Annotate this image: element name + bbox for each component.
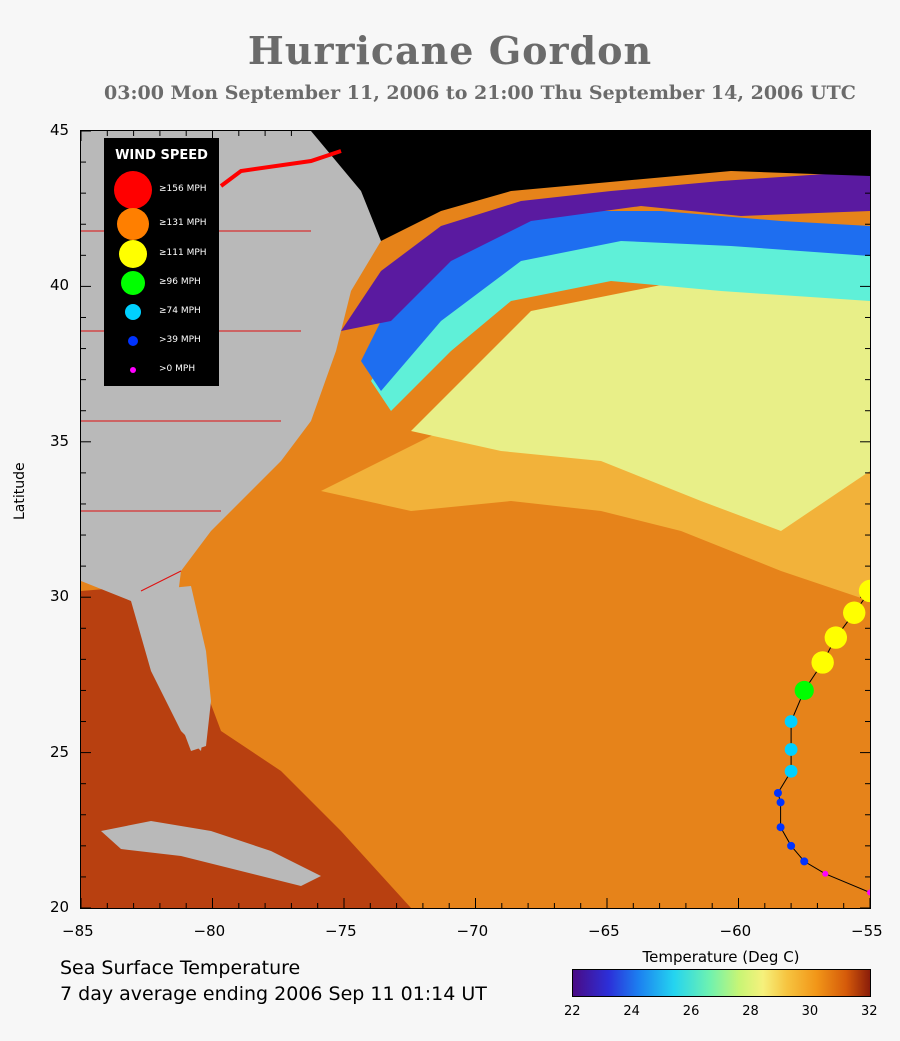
x-tick-label: −55 <box>851 922 883 940</box>
track-point <box>784 743 798 756</box>
track-point <box>773 789 782 798</box>
y-tick-label: 20 <box>50 898 70 916</box>
legend-label: ≥111 MPH <box>159 248 207 258</box>
x-tick-label: −75 <box>325 922 357 940</box>
great-lakes-border <box>219 149 342 188</box>
ocean-cool-green <box>411 261 870 531</box>
legend-title: WIND SPEED <box>115 148 208 163</box>
track-point <box>824 626 848 649</box>
florida-land <box>141 586 211 751</box>
legend-swatch <box>125 304 141 320</box>
y-axis-label: Latitude <box>12 462 28 520</box>
colorbar-tick-label: 30 <box>801 1004 819 1019</box>
track-point <box>776 823 785 832</box>
colorbar-title: Temperature (Deg C) <box>642 948 800 966</box>
track-point <box>794 680 814 701</box>
hurricane-track-points <box>773 579 870 896</box>
x-tick-label: −70 <box>456 922 489 940</box>
legend-swatch <box>114 171 152 209</box>
x-tick-label: −85 <box>62 922 94 940</box>
legend-swatch <box>130 367 136 373</box>
legend-swatch <box>119 240 147 268</box>
temperature-colorbar <box>572 969 871 997</box>
track-point <box>784 764 798 778</box>
track-point <box>776 798 785 807</box>
y-tick-label: 30 <box>50 587 70 606</box>
track-point <box>843 601 866 624</box>
legend-label: >0 MPH <box>159 364 196 374</box>
footer-dataset: Sea Surface Temperature <box>60 957 301 979</box>
y-tick-label: 35 <box>50 431 70 450</box>
legend-item: >0 MPH <box>104 358 219 382</box>
legend-item: ≥131 MPH <box>104 208 219 240</box>
legend-item: ≥111 MPH <box>104 240 219 268</box>
legend-swatch <box>117 208 149 240</box>
legend-item: ≥156 MPH <box>104 171 219 209</box>
x-tick-label: −80 <box>193 922 226 940</box>
x-tick-label: −65 <box>588 922 620 940</box>
track-point <box>800 857 809 866</box>
ocean-cold-blue <box>361 211 870 391</box>
colorbar-tick-label: 22 <box>564 1004 581 1019</box>
legend-label: >39 MPH <box>159 335 201 345</box>
y-tick-label: 40 <box>50 276 70 295</box>
wind-speed-legend: WIND SPEED ≥156 MPH ≥131 MPH ≥111 MPH ≥96 M… <box>104 138 219 386</box>
footer-average: 7 day average ending 2006 Sep 11 01:14 U… <box>60 983 487 1005</box>
legend-item: ≥96 MPH <box>104 271 219 295</box>
legend-swatch <box>128 336 138 346</box>
legend-item: >39 MPH <box>104 329 219 353</box>
map-ticks <box>81 131 870 908</box>
cuba-land <box>101 821 321 886</box>
no-data-north <box>261 131 870 241</box>
time-range-subtitle: 03:00 Mon September 11, 2006 to 21:00 Th… <box>104 82 856 104</box>
y-tick-label: 45 <box>50 121 70 139</box>
colorbar-tick-label: 32 <box>861 1004 878 1019</box>
track-point <box>784 715 798 728</box>
map-title: Hurricane Gordon <box>247 28 653 73</box>
track-point <box>867 889 870 896</box>
track-point <box>858 579 870 603</box>
track-point <box>811 651 834 674</box>
legend-label: ≥131 MPH <box>159 218 207 228</box>
track-point <box>822 870 829 877</box>
colorbar-tick-label: 24 <box>623 1004 640 1019</box>
ocean-cold-purple <box>341 171 870 331</box>
colorbar-tick-label: 26 <box>682 1004 700 1019</box>
track-point <box>787 841 796 850</box>
x-tick-label: −60 <box>719 922 752 940</box>
legend-label: ≥156 MPH <box>159 184 207 194</box>
legend-label: ≥74 MPH <box>159 306 201 316</box>
legend-item: ≥74 MPH <box>104 300 219 324</box>
y-tick-label: 25 <box>50 742 70 761</box>
legend-swatch <box>121 271 145 295</box>
colorbar-tick-label: 28 <box>742 1004 759 1019</box>
legend-label: ≥96 MPH <box>159 277 201 287</box>
